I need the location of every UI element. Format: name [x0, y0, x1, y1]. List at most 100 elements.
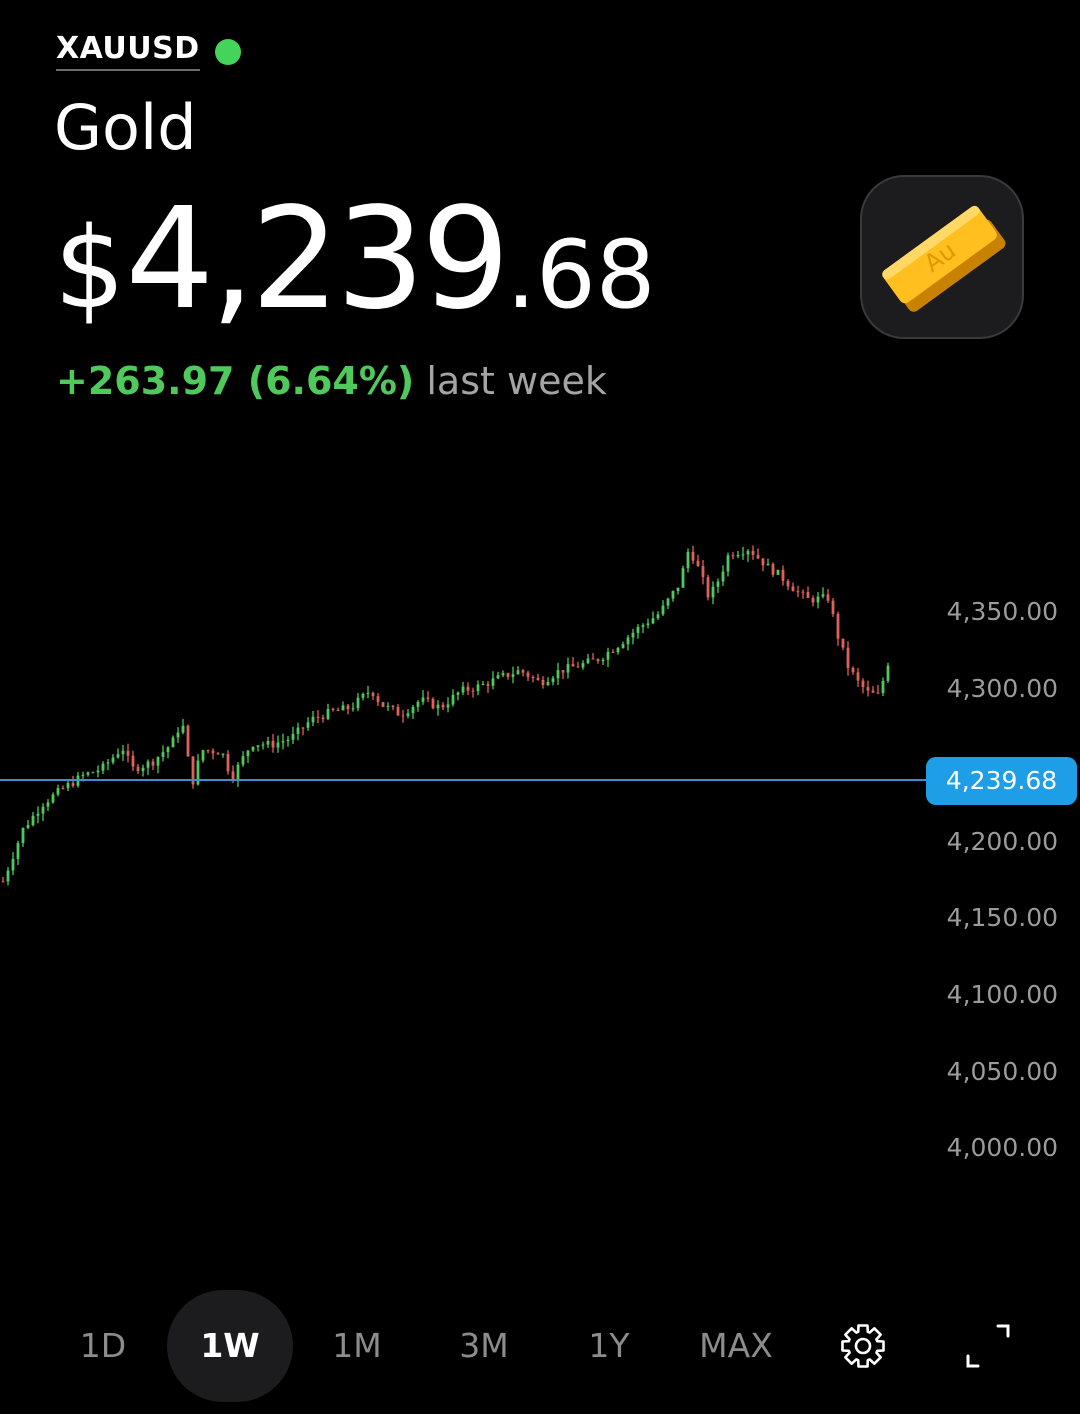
- axis-tick-label: 4,300.00: [946, 674, 1058, 703]
- candle: [806, 586, 810, 598]
- candle: [441, 701, 445, 711]
- candle: [161, 745, 165, 762]
- candle: [516, 666, 520, 675]
- candle: [326, 703, 330, 721]
- ticker-symbol[interactable]: XAUUSD: [56, 30, 200, 71]
- candle: [601, 657, 605, 666]
- candle: [41, 803, 45, 822]
- candle: [96, 765, 100, 778]
- candle: [421, 690, 425, 705]
- candle: [391, 705, 395, 711]
- candle: [466, 682, 470, 696]
- price-change: +263.97 (6.64%) last week: [56, 356, 607, 406]
- tab-max[interactable]: MAX: [699, 1326, 773, 1365]
- candle: [16, 840, 20, 866]
- tab-1y[interactable]: 1Y: [588, 1326, 630, 1365]
- candle: [61, 785, 65, 790]
- candle: [191, 756, 195, 789]
- candle: [6, 867, 10, 886]
- candle: [871, 686, 875, 693]
- candle: [596, 658, 600, 664]
- candle: [176, 727, 180, 743]
- candle: [526, 670, 530, 682]
- candle: [576, 661, 580, 668]
- candle: [521, 669, 525, 677]
- candle: [201, 749, 205, 763]
- candle: [631, 628, 635, 645]
- tab-1m[interactable]: 1M: [332, 1326, 382, 1365]
- candle: [726, 552, 730, 577]
- candle: [561, 670, 565, 680]
- candle: [751, 545, 755, 560]
- candle: [346, 703, 350, 715]
- candle: [851, 666, 855, 675]
- candle: [771, 562, 775, 578]
- candle: [11, 852, 15, 876]
- candle: [461, 681, 465, 696]
- tab-1d[interactable]: 1D: [79, 1326, 127, 1365]
- candle: [791, 582, 795, 592]
- candle: [291, 726, 295, 745]
- gear-icon[interactable]: [837, 1320, 889, 1372]
- candle: [101, 761, 105, 775]
- candle: [661, 600, 665, 616]
- candle: [506, 672, 510, 680]
- candle: [426, 691, 430, 703]
- timeframe-tabs: 1D 1W 1M 3M 1Y MAX: [0, 1290, 1080, 1402]
- candle: [211, 748, 215, 760]
- tab-3m[interactable]: 3M: [459, 1326, 509, 1365]
- axis-tick-label: 4,100.00: [946, 980, 1058, 1009]
- gold-bar-icon: Au: [860, 175, 1024, 339]
- candle: [46, 799, 50, 811]
- price-fraction: .68: [506, 221, 656, 330]
- price-change-period: last week: [426, 359, 607, 403]
- candle: [406, 709, 410, 719]
- expand-icon[interactable]: [962, 1320, 1014, 1372]
- candle: [351, 702, 355, 712]
- tab-1w[interactable]: 1W: [167, 1290, 293, 1402]
- candle: [681, 565, 685, 588]
- candle: [696, 554, 700, 567]
- candle: [716, 578, 720, 593]
- candle: [856, 667, 860, 687]
- candle: [701, 559, 705, 585]
- candle: [396, 704, 400, 716]
- price-chart[interactable]: [0, 540, 928, 890]
- candle: [666, 597, 670, 610]
- candle: [676, 587, 680, 595]
- candle: [171, 735, 175, 748]
- candle: [416, 700, 420, 712]
- candle: [671, 590, 675, 602]
- candle: [581, 660, 585, 670]
- candle: [51, 792, 55, 804]
- price-currency: $: [54, 204, 126, 334]
- live-status-dot: [214, 38, 241, 65]
- candle: [621, 641, 625, 649]
- candle: [156, 756, 160, 774]
- candle: [251, 746, 255, 753]
- asset-name: Gold: [54, 91, 197, 164]
- candle: [121, 744, 125, 761]
- candle: [651, 611, 655, 625]
- candle: [766, 558, 770, 566]
- candle: [436, 700, 440, 716]
- candle: [281, 733, 285, 750]
- candle: [71, 775, 75, 788]
- candle: [336, 707, 340, 712]
- candle: [306, 717, 310, 731]
- candle: [381, 701, 385, 708]
- candle: [411, 705, 415, 719]
- axis-tick-label: 4,150.00: [946, 903, 1058, 932]
- candle: [801, 589, 805, 599]
- candle: [221, 753, 225, 758]
- candle: [861, 678, 865, 694]
- candle: [296, 722, 300, 741]
- candle: [746, 549, 750, 562]
- candle: [796, 585, 800, 598]
- candle: [591, 653, 595, 660]
- candle: [551, 675, 555, 686]
- candle: [66, 780, 70, 791]
- candle: [501, 670, 505, 678]
- candle: [721, 565, 725, 586]
- candle: [361, 692, 365, 701]
